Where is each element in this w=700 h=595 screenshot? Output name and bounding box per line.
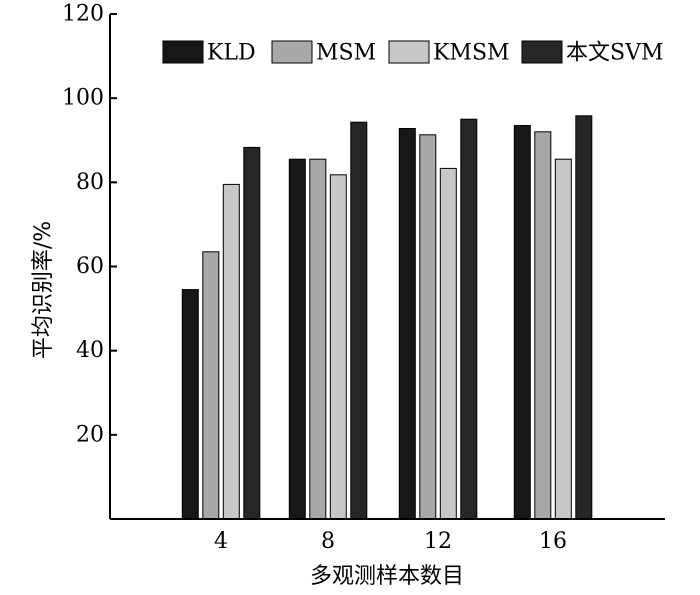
y-tick-label-20: 20 bbox=[76, 422, 104, 447]
y-tick-label-60: 60 bbox=[76, 254, 104, 279]
x-ticks-group: 4 8 12 16 bbox=[214, 529, 567, 554]
y-ticks-group: 20 40 60 80 100 120 bbox=[62, 2, 117, 447]
y-tick-label-100: 100 bbox=[62, 86, 104, 111]
x-tick-label-12: 12 bbox=[424, 529, 452, 554]
bar-KLD-12 bbox=[398, 128, 416, 520]
x-axis-title: 多观测样本数目 bbox=[310, 564, 464, 589]
bars-group bbox=[181, 115, 593, 520]
x-tick-label-4: 4 bbox=[214, 529, 228, 554]
bar-KLD-8 bbox=[288, 158, 306, 520]
bar-KMSM-8 bbox=[329, 174, 347, 520]
bar-MSM-16 bbox=[534, 131, 552, 520]
y-tick-label-120: 120 bbox=[62, 2, 104, 27]
bar-本文SVM-8 bbox=[350, 121, 368, 520]
x-tick-label-8: 8 bbox=[321, 529, 335, 554]
legend-swatch-KLD bbox=[162, 40, 204, 64]
legend-swatch-MSM bbox=[271, 40, 313, 64]
bar-KMSM-16 bbox=[554, 158, 572, 520]
legend-label-KLD: KLD bbox=[207, 41, 256, 66]
bar-MSM-12 bbox=[419, 134, 437, 520]
bar-KLD-16 bbox=[513, 125, 531, 520]
bar-本文SVM-12 bbox=[460, 118, 478, 520]
legend-label-本文SVM: 本文SVM bbox=[566, 41, 664, 66]
bar-KMSM-12 bbox=[439, 167, 457, 520]
bar-MSM-4 bbox=[202, 251, 220, 520]
bar-KMSM-4 bbox=[222, 183, 240, 520]
legend-label-KMSM: KMSM bbox=[433, 41, 510, 66]
bar-本文SVM-16 bbox=[575, 115, 593, 520]
y-tick-label-80: 80 bbox=[76, 170, 104, 195]
legend-swatch-KMSM bbox=[388, 40, 430, 64]
legend-label-MSM: MSM bbox=[316, 41, 376, 66]
bar-KLD-4 bbox=[181, 289, 199, 520]
y-tick-label-40: 40 bbox=[76, 338, 104, 363]
bar-本文SVM-4 bbox=[243, 146, 261, 520]
legend: KLD MSM KMSM 本文SVM bbox=[162, 40, 664, 66]
legend-swatch-本文SVM bbox=[521, 40, 563, 64]
bar-MSM-8 bbox=[309, 158, 327, 520]
x-tick-label-16: 16 bbox=[539, 529, 567, 554]
y-axis-title: 平均识别率/% bbox=[31, 221, 56, 359]
